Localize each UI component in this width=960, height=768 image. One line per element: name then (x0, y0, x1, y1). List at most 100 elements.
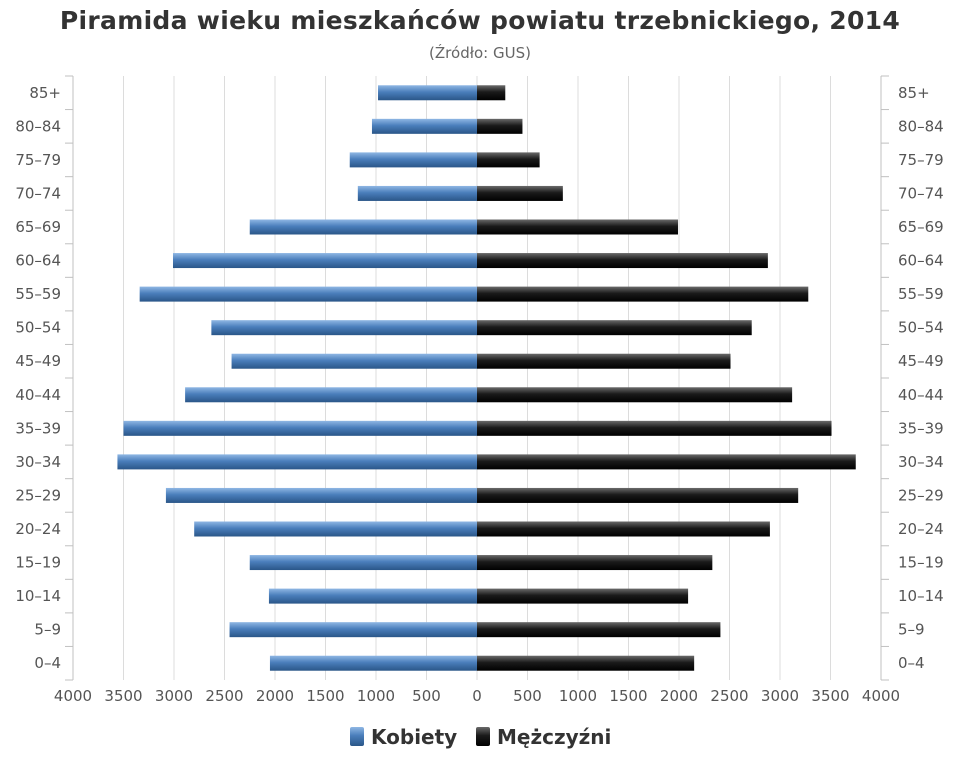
legend-swatch (476, 727, 490, 746)
category-label-left: 65–69 (15, 218, 61, 236)
bar-kobiety (139, 286, 477, 302)
legend-label: Kobiety (371, 725, 457, 749)
bars-layer (117, 85, 856, 671)
category-label-left: 70–74 (15, 184, 61, 202)
category-label-right: 5–9 (898, 621, 925, 639)
bar-mezczyzni (477, 85, 506, 101)
legend-swatch (350, 727, 364, 746)
legend-label: Mężczyźni (497, 725, 611, 749)
category-label-right: 10–14 (898, 587, 944, 605)
x-tick-label: 1500 (306, 687, 344, 705)
category-label-right: 55–59 (898, 285, 944, 303)
category-label-left: 50–54 (15, 319, 61, 337)
x-tick-label: 1500 (609, 687, 647, 705)
x-tick-label: 500 (513, 687, 542, 705)
category-label-left: 20–24 (15, 520, 61, 538)
bar-kobiety (172, 253, 478, 269)
bar-kobiety (194, 521, 477, 537)
x-tick-label: 500 (412, 687, 441, 705)
x-tick-label: 3000 (155, 687, 193, 705)
bar-kobiety (211, 320, 477, 336)
category-label-left: 0–4 (34, 654, 61, 672)
category-label-right: 30–34 (898, 453, 944, 471)
category-label-right: 0–4 (898, 654, 925, 672)
category-label-left: 85+ (29, 84, 61, 102)
bar-mezczyzni (477, 454, 856, 470)
bar-mezczyzni (477, 655, 695, 671)
legend[interactable]: Kobiety Mężczyźni (350, 725, 611, 749)
bar-kobiety (249, 219, 477, 235)
x-tick-label: 3000 (761, 687, 799, 705)
category-label-right: 35–39 (898, 419, 944, 437)
x-tick-label: 2500 (710, 687, 748, 705)
bar-kobiety (349, 152, 477, 168)
labels-layer: 4000 3500 3000 2500 2000 1500 1000 500 0 500 1000 1… (15, 84, 943, 705)
category-label-right: 80–84 (898, 117, 944, 135)
category-label-left: 55–59 (15, 285, 61, 303)
x-tick-label: 2000 (660, 687, 698, 705)
bar-mezczyzni (477, 286, 809, 302)
category-label-left: 80–84 (15, 117, 61, 135)
bar-mezczyzni (477, 353, 731, 369)
category-label-right: 85+ (898, 84, 930, 102)
category-label-right: 20–24 (898, 520, 944, 538)
x-tick-label: 4000 (54, 687, 92, 705)
category-label-right: 25–29 (898, 486, 944, 504)
bar-kobiety (229, 622, 477, 638)
category-label-right: 65–69 (898, 218, 944, 236)
bar-kobiety (268, 588, 477, 604)
chart-subtitle: (Źródło: GUS) (429, 44, 531, 62)
bar-mezczyzni (477, 320, 752, 336)
bar-kobiety (371, 118, 477, 134)
category-label-right: 40–44 (898, 386, 944, 404)
bar-mezczyzni (477, 555, 713, 571)
category-label-right: 60–64 (898, 252, 944, 270)
bar-kobiety (249, 555, 477, 571)
x-tick-label: 2000 (256, 687, 294, 705)
bar-mezczyzni (477, 622, 721, 638)
bar-mezczyzni (477, 253, 768, 269)
x-tick-label: 2500 (205, 687, 243, 705)
category-label-left: 40–44 (15, 386, 61, 404)
bar-mezczyzni (477, 219, 678, 235)
grid-layer (65, 75, 889, 681)
bar-mezczyzni (477, 487, 799, 503)
category-label-right: 15–19 (898, 554, 944, 572)
bar-mezczyzni (477, 521, 770, 537)
category-label-left: 60–64 (15, 252, 61, 270)
bar-kobiety (231, 353, 477, 369)
bar-mezczyzni (477, 420, 832, 436)
bar-mezczyzni (477, 185, 563, 201)
x-tick-label: 1000 (559, 687, 597, 705)
bar-kobiety (165, 487, 478, 503)
category-label-left: 45–49 (15, 352, 61, 370)
legend-item-mezczyzni[interactable]: Mężczyźni (476, 725, 611, 749)
category-label-right: 75–79 (898, 151, 944, 169)
bar-mezczyzni (477, 152, 540, 168)
x-tick-label: 3500 (811, 687, 849, 705)
category-label-right: 50–54 (898, 319, 944, 337)
bar-kobiety (357, 185, 477, 201)
category-label-left: 25–29 (15, 486, 61, 504)
x-tick-label: 0 (472, 687, 482, 705)
chart-title: Piramida wieku mieszkańców powiatu trzeb… (59, 6, 901, 35)
bar-mezczyzni (477, 118, 523, 134)
x-tick-label: 1000 (357, 687, 395, 705)
bar-kobiety (378, 85, 477, 101)
bar-mezczyzni (477, 588, 689, 604)
x-tick-label: 3500 (104, 687, 142, 705)
bar-kobiety (185, 387, 478, 403)
category-label-left: 15–19 (15, 554, 61, 572)
legend-item-kobiety[interactable]: Kobiety (350, 725, 457, 749)
bar-mezczyzni (477, 387, 793, 403)
bar-kobiety (123, 420, 477, 436)
category-label-right: 45–49 (898, 352, 944, 370)
category-label-left: 75–79 (15, 151, 61, 169)
bar-kobiety (269, 655, 477, 671)
category-label-left: 30–34 (15, 453, 61, 471)
category-label-left: 10–14 (15, 587, 61, 605)
x-tick-label: 4000 (862, 687, 900, 705)
category-label-left: 5–9 (34, 621, 61, 639)
bar-kobiety (117, 454, 477, 470)
